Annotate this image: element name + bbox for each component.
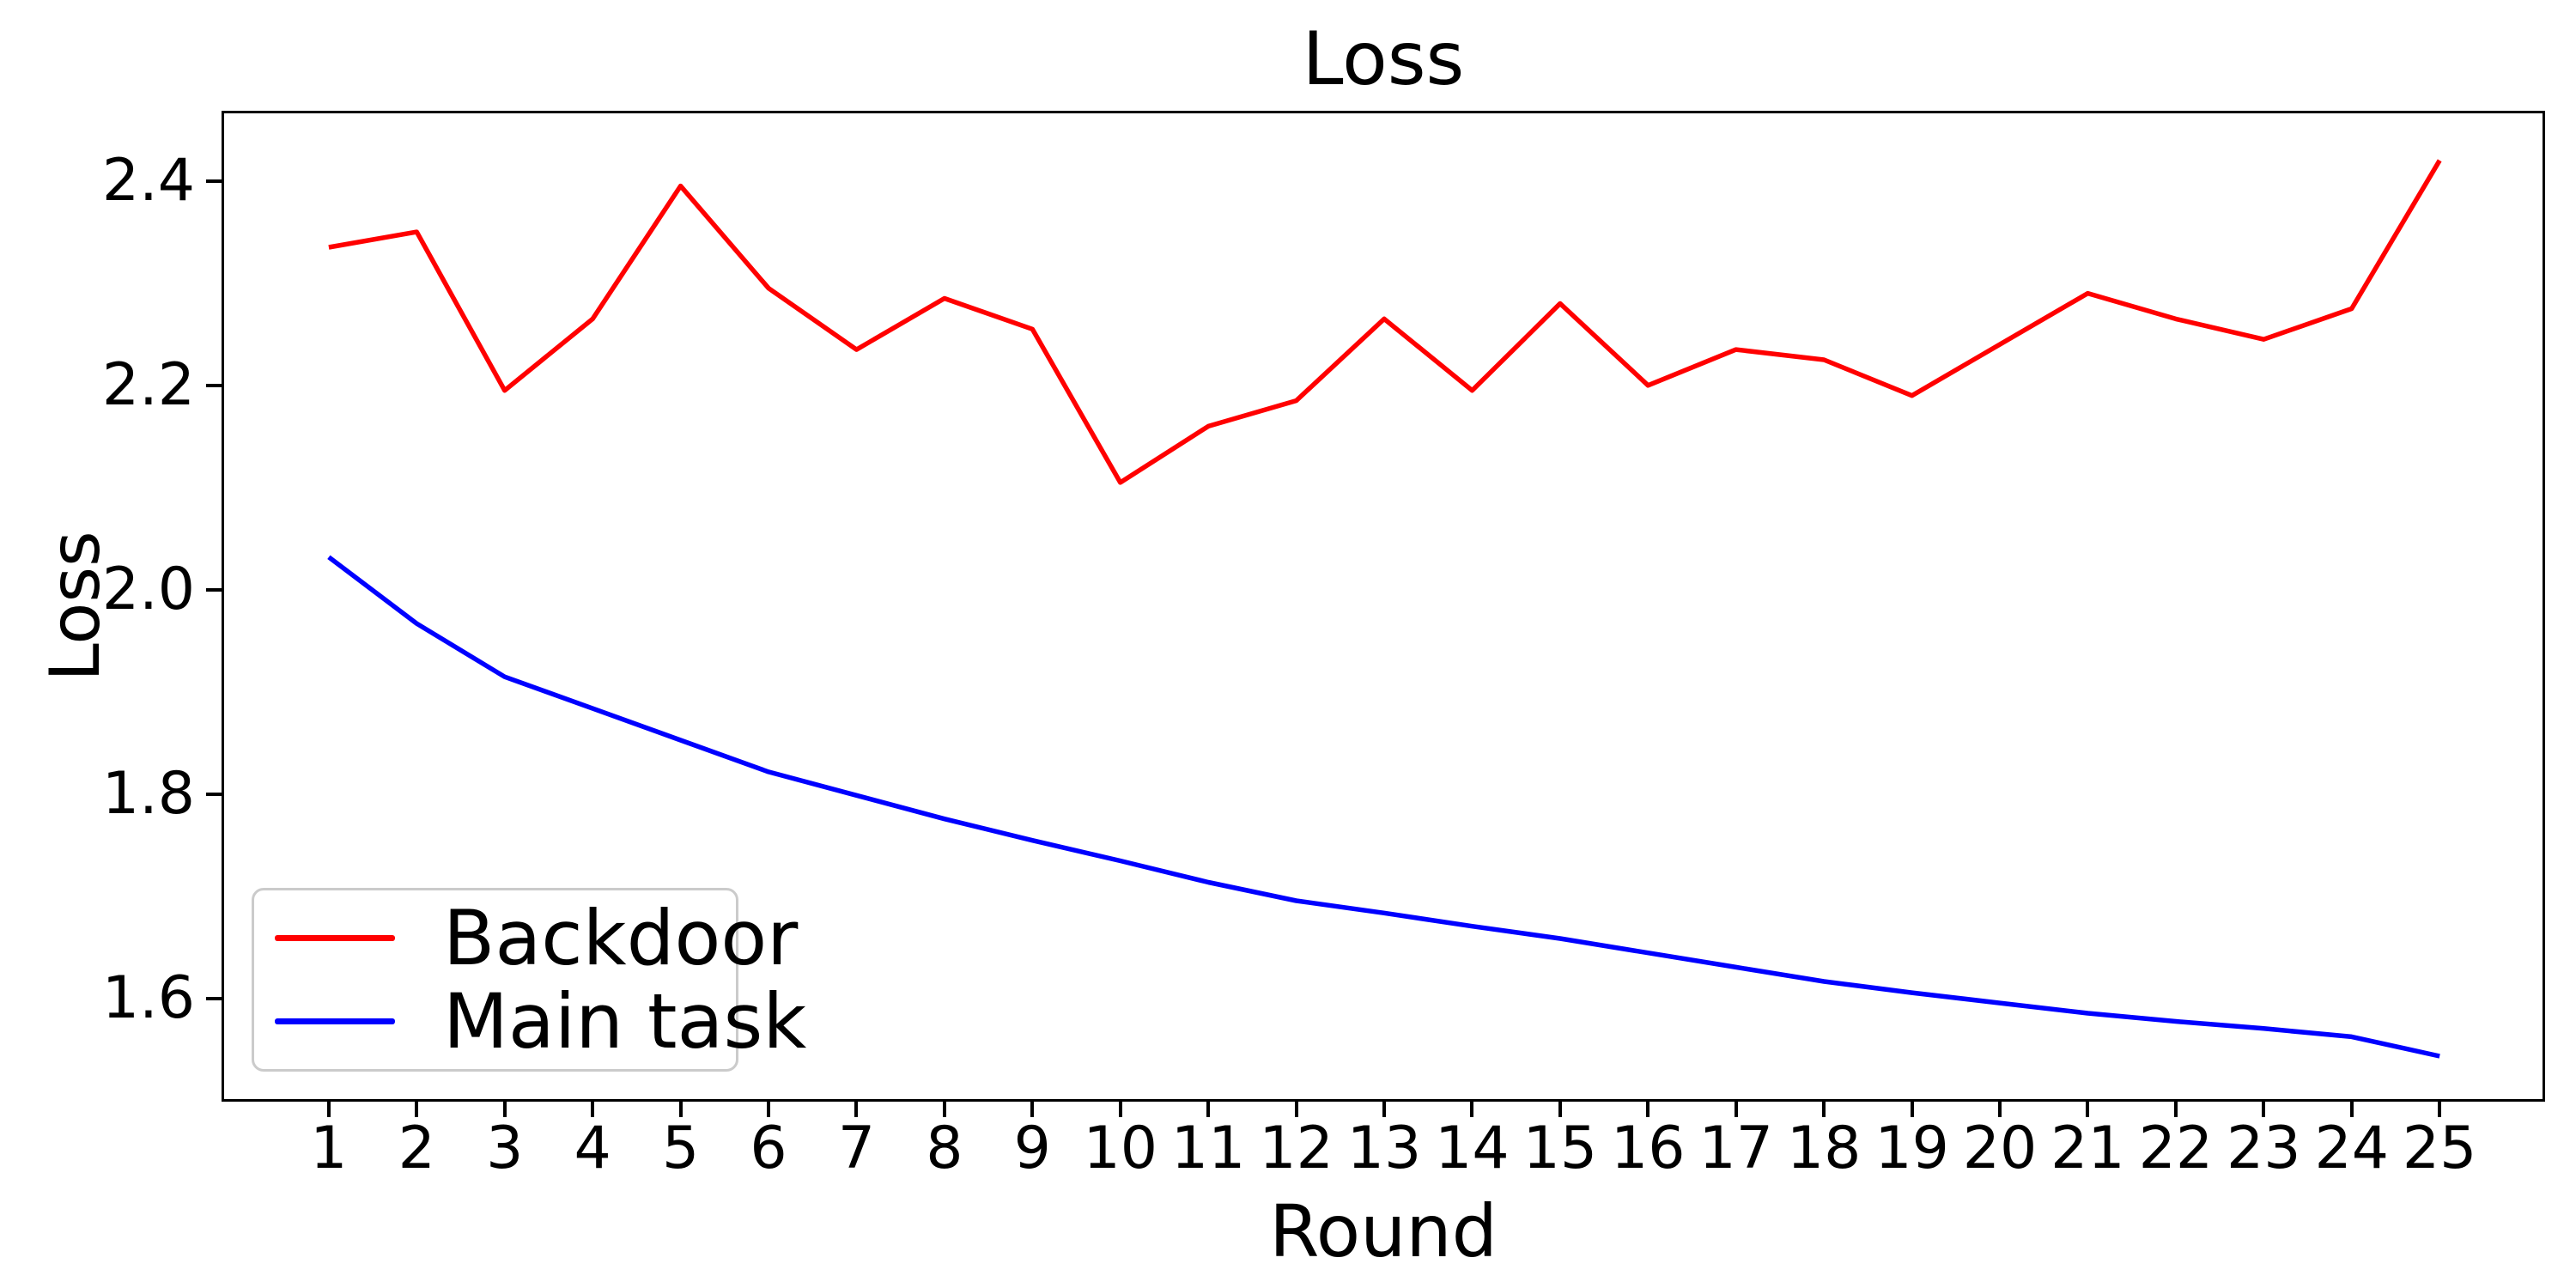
x-tick-mark (415, 1102, 419, 1117)
x-tick-mark (2262, 1102, 2266, 1117)
x-tick-mark (502, 1102, 507, 1117)
x-tick-label: 6 (750, 1115, 787, 1182)
x-tick-mark (591, 1102, 595, 1117)
legend-line-swatch (275, 935, 395, 941)
y-tick-label: 2.2 (101, 350, 195, 419)
x-tick-mark (2349, 1102, 2354, 1117)
x-tick-label: 19 (1874, 1115, 1949, 1182)
x-tick-label: 13 (1346, 1115, 1422, 1182)
chart-title: Loss (1302, 16, 1465, 102)
x-tick-label: 10 (1083, 1115, 1157, 1182)
x-tick-label: 4 (574, 1115, 611, 1182)
x-tick-label: 8 (926, 1115, 963, 1182)
x-tick-label: 21 (2050, 1115, 2125, 1182)
x-tick-mark (1294, 1102, 1298, 1117)
x-tick-mark (1910, 1102, 1914, 1117)
x-tick-mark (1118, 1102, 1122, 1117)
x-tick-label: 5 (661, 1115, 700, 1182)
x-tick-label: 16 (1611, 1115, 1686, 1182)
x-tick-label: 12 (1259, 1115, 1334, 1182)
x-tick-label: 3 (486, 1115, 524, 1182)
x-tick-label: 1 (310, 1115, 348, 1182)
x-tick-label: 17 (1698, 1115, 1773, 1182)
series-line-main-task (327, 555, 2440, 1059)
x-tick-mark (2086, 1102, 2090, 1117)
x-tick-mark (1470, 1102, 1474, 1117)
x-tick-label: 15 (1522, 1115, 1598, 1182)
series-line-backdoor (328, 159, 2442, 485)
x-tick-mark (1030, 1102, 1035, 1117)
y-tick-mark (206, 587, 222, 592)
x-tick-mark (1734, 1102, 1738, 1117)
x-tick-label: 14 (1435, 1115, 1510, 1182)
x-tick-label: 7 (837, 1115, 876, 1182)
legend: Backdoor Main task (252, 888, 806, 1072)
x-tick-mark (854, 1102, 859, 1117)
x-tick-label: 11 (1170, 1115, 1246, 1182)
legend-label: Backdoor (443, 893, 799, 982)
x-tick-label: 9 (1013, 1115, 1051, 1182)
x-tick-mark (1382, 1102, 1387, 1117)
legend-label: Main task (443, 976, 807, 1066)
y-tick-label: 1.6 (101, 964, 195, 1033)
y-tick-mark (206, 997, 222, 1001)
x-tick-label: 2 (398, 1115, 435, 1182)
legend-line-swatch (275, 1018, 395, 1024)
x-axis-label: Round (1269, 1189, 1498, 1273)
y-tick-label: 2.4 (101, 146, 195, 215)
x-tick-label: 22 (2138, 1115, 2214, 1182)
x-tick-mark (2173, 1102, 2178, 1117)
x-tick-label: 18 (1786, 1115, 1862, 1182)
x-tick-mark (678, 1102, 683, 1117)
x-tick-mark (1206, 1102, 1211, 1117)
x-tick-label: 23 (2227, 1115, 2301, 1182)
x-tick-mark (326, 1102, 331, 1117)
x-tick-label: 24 (2314, 1115, 2389, 1182)
x-tick-mark (1822, 1102, 1826, 1117)
x-tick-label: 20 (1962, 1115, 2038, 1182)
x-tick-label: 25 (2402, 1115, 2477, 1182)
plot-canvas (327, 159, 2442, 1059)
y-tick-label: 2.0 (101, 555, 195, 623)
x-tick-mark (1646, 1102, 1650, 1117)
x-tick-mark (2438, 1102, 2442, 1117)
x-tick-mark (942, 1102, 946, 1117)
x-tick-mark (767, 1102, 771, 1117)
x-tick-mark (1998, 1102, 2002, 1117)
y-tick-mark (206, 179, 222, 183)
x-tick-mark (1558, 1102, 1562, 1117)
y-tick-mark (206, 793, 222, 797)
legend-entry-main-task: Main task (254, 980, 806, 1063)
y-tick-mark (206, 383, 222, 387)
legend-entry-backdoor: Backdoor (254, 896, 798, 980)
y-tick-label: 1.8 (101, 760, 195, 829)
